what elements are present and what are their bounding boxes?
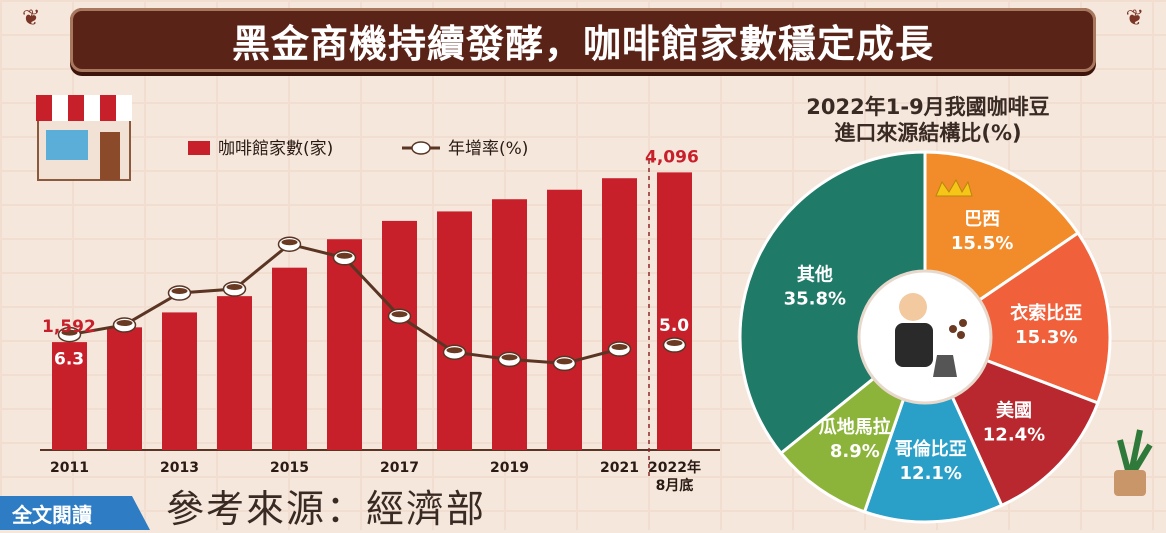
awning-stripe: [100, 95, 116, 121]
coffee-surface: [336, 252, 353, 259]
crown-icon: [935, 178, 973, 197]
x-tick-label: 2021: [600, 460, 639, 476]
coffee-bean-icon: [957, 331, 965, 339]
x-tick-label: 2017: [380, 460, 419, 476]
pie-label-name: 哥倫比亞: [895, 438, 967, 460]
coffee-surface: [556, 358, 573, 365]
legend-bar-swatch: [188, 141, 210, 155]
shop-door: [100, 132, 120, 180]
legend-cup-icon: [411, 141, 431, 155]
x-tick-label: 8月底: [656, 477, 694, 494]
pie-title: 2022年1-9月我國咖啡豆: [806, 95, 1049, 119]
barista-head-icon: [899, 293, 927, 321]
pie-label-name: 其他: [797, 263, 833, 285]
coffee-bean-icon: [949, 325, 957, 333]
pie-label-name: 美國: [996, 400, 1032, 422]
coffee-pot-icon: [933, 355, 957, 377]
bar-label-first: 1,592: [42, 317, 96, 337]
awning-stripe: [52, 95, 68, 121]
rate-label-first: 6.3: [54, 350, 84, 370]
source-note: 參考來源：經濟部: [166, 487, 487, 531]
x-tick-label: 2013: [160, 460, 199, 476]
x-tick-label: 2019: [490, 460, 529, 476]
coffee-surface: [171, 288, 188, 294]
pie-label-name: 巴西: [964, 209, 1000, 230]
shop-window: [46, 130, 88, 160]
scroll-ornament-icon: ❦: [22, 6, 41, 31]
pie-label-value: 12.4%: [983, 425, 1045, 446]
page-title: 黑金商機持續發酵，咖啡館家數穩定成長: [231, 21, 934, 66]
coffee-surface: [611, 344, 628, 350]
pie-label-value: 35.8%: [784, 288, 846, 309]
coffee-surface: [501, 354, 518, 361]
bar-2021: [602, 178, 637, 450]
pie-slice-哥倫比亞: [862, 332, 1004, 524]
bar-2015: [272, 267, 307, 450]
title-banner: 黑金商機持續發酵，咖啡館家數穩定成長: [70, 8, 1096, 72]
coffee-surface: [281, 239, 298, 246]
bar-label-last: 4,096: [645, 147, 699, 167]
x-tick-label: 2022年: [648, 459, 701, 476]
bar-2019: [492, 199, 527, 450]
coffee-surface: [116, 320, 133, 326]
awning-stripe: [84, 95, 100, 121]
coffee-surface: [61, 329, 78, 336]
plant-pot-icon: [1114, 470, 1146, 496]
awning-stripe: [116, 95, 132, 121]
pie-label-value: 15.3%: [1015, 327, 1077, 348]
rate-label-last: 5.0: [659, 316, 689, 336]
awning-stripe: [68, 95, 84, 121]
pie-slice-其他: [738, 150, 927, 456]
pie-label-value: 15.5%: [951, 233, 1013, 254]
coffee-surface: [446, 347, 463, 354]
bar-2013: [162, 312, 197, 450]
x-tick-label: 2015: [270, 460, 309, 476]
legend-line-label: 年增率(%): [448, 139, 528, 159]
read-full-article-button[interactable]: 全文閱讀: [0, 496, 150, 530]
legend-bar-label: 咖啡館家數(家): [218, 139, 333, 159]
bar-2011: [52, 342, 87, 450]
pie-label-value: 8.9%: [830, 441, 880, 462]
bar-2014: [217, 296, 252, 450]
pie-slice-衣索比亞: [921, 230, 1112, 405]
bar-2016: [327, 239, 362, 450]
pie-label-value: 12.1%: [900, 463, 962, 484]
scroll-ornament-icon: ❦: [1125, 6, 1144, 31]
barista-apron-icon: [895, 323, 933, 367]
pie-title: 進口來源結構比(%): [834, 121, 1021, 145]
bar-2012: [107, 327, 142, 450]
bar-2017: [382, 220, 417, 450]
bar-2018: [437, 211, 472, 450]
bar-2020: [547, 189, 582, 450]
coffee-surface: [226, 284, 243, 290]
coffee-bean-icon: [959, 319, 967, 327]
coffee-surface: [391, 311, 408, 318]
pie-label-name: 衣索比亞: [1010, 302, 1082, 324]
x-tick-label: 2011: [50, 460, 89, 476]
pie-label-name: 瓜地馬拉: [819, 416, 891, 438]
bar-2022年8月底: [657, 172, 692, 451]
coffee-surface: [666, 340, 683, 346]
awning-stripe: [36, 95, 52, 121]
